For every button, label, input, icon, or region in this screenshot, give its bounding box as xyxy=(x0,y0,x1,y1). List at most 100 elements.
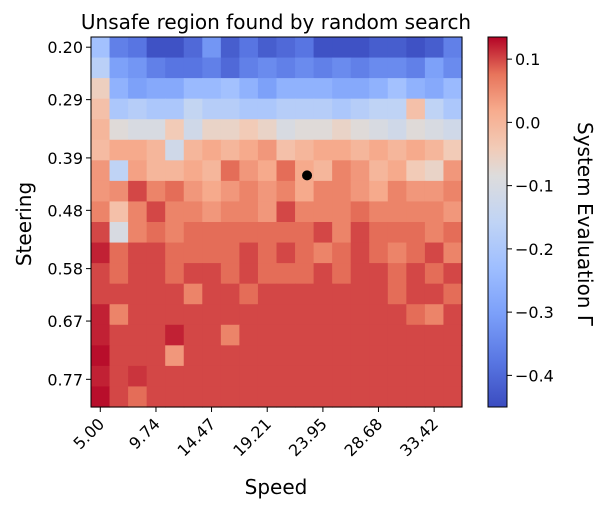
heatmap-cell xyxy=(313,98,333,120)
heatmap-cell xyxy=(350,78,370,100)
heatmap-cell xyxy=(183,139,203,161)
heatmap-cell xyxy=(295,78,315,100)
heatmap-cell xyxy=(332,201,352,223)
heatmap-cell xyxy=(220,37,240,59)
heatmap-cell xyxy=(313,180,333,203)
heatmap-cell xyxy=(183,37,203,59)
heatmap-cell xyxy=(387,283,407,305)
heatmap-cell xyxy=(91,345,111,367)
heatmap-cell xyxy=(220,283,240,305)
heatmap-cell xyxy=(146,119,166,141)
heatmap-cell xyxy=(183,78,203,100)
heatmap-cell xyxy=(257,57,278,79)
heatmap-cell xyxy=(313,78,333,100)
heatmap-cell xyxy=(295,304,315,326)
heatmap-cell xyxy=(239,119,259,141)
heatmap-cell xyxy=(239,222,259,244)
heatmap-cell xyxy=(406,78,426,100)
heatmap-cell xyxy=(295,201,315,223)
heatmap-cell xyxy=(350,365,370,388)
heatmap-cell xyxy=(146,78,166,100)
heatmap-cell xyxy=(443,119,463,141)
heatmap-cell xyxy=(183,119,203,141)
colorbar-ticks: 0.1 0.0 −0.1 −0.2 −0.3 −0.4 xyxy=(507,50,554,385)
heatmap-cell xyxy=(128,242,148,264)
heatmap-cell xyxy=(443,78,463,100)
heatmap-cell xyxy=(276,98,296,120)
heatmap-cell xyxy=(295,365,315,388)
heatmap-cell xyxy=(109,365,129,388)
heatmap-cell xyxy=(128,180,148,203)
heatmap-cell xyxy=(109,263,129,285)
heatmap-cell xyxy=(387,222,407,244)
heatmap-cell xyxy=(387,180,407,203)
heatmap-cell xyxy=(239,365,259,388)
x-tick-label: 14.47 xyxy=(174,414,220,460)
heatmap-cell xyxy=(313,386,333,408)
heatmap-cell xyxy=(350,119,370,141)
heatmap-cell xyxy=(109,222,129,244)
heatmap-cell xyxy=(202,242,222,264)
heatmap-cell xyxy=(313,304,333,326)
heatmap-cell xyxy=(220,180,240,203)
heatmap-cell xyxy=(220,78,240,100)
heatmap-cell xyxy=(220,304,240,326)
heatmap-cell xyxy=(109,324,129,346)
heatmap-cell xyxy=(165,201,185,223)
heatmap-cell xyxy=(183,201,203,223)
heatmap-cell xyxy=(276,57,296,79)
heatmap-cell xyxy=(91,98,111,120)
heatmap-cell xyxy=(165,180,185,203)
heatmap-cell xyxy=(239,324,259,346)
heatmap-cell xyxy=(165,263,185,285)
heatmap-cell xyxy=(146,283,166,305)
heatmap-cell xyxy=(128,386,148,408)
heatmap-cell xyxy=(146,139,166,161)
heatmap-cell xyxy=(128,222,148,244)
heatmap-cell xyxy=(165,283,185,305)
heatmap-cell xyxy=(257,304,278,326)
heatmap-cell xyxy=(332,386,352,408)
heatmap-cell xyxy=(91,304,111,326)
heatmap-cell xyxy=(350,263,370,285)
heatmap-cell xyxy=(406,263,426,285)
heatmap-cell xyxy=(165,222,185,244)
heatmap-cell xyxy=(350,242,370,264)
heatmap-cell xyxy=(313,37,333,59)
heatmap-cell xyxy=(443,324,463,346)
heatmap-cell xyxy=(313,365,333,388)
heatmap-cell xyxy=(443,345,463,367)
heatmap-cell xyxy=(295,119,315,141)
heatmap-cell xyxy=(369,98,389,120)
heatmap-cell xyxy=(443,365,463,388)
heatmap-cell xyxy=(369,139,389,161)
heatmap-cell xyxy=(128,345,148,367)
heatmap-cell xyxy=(257,345,278,367)
heatmap-cell xyxy=(276,365,296,388)
heatmap-cell xyxy=(295,263,315,285)
heatmap-cell xyxy=(109,119,129,141)
heatmap-cell xyxy=(276,139,296,161)
heatmap-cell xyxy=(257,201,278,223)
heatmap-cell xyxy=(295,242,315,264)
heatmap-cell xyxy=(443,98,463,120)
heatmap-cell xyxy=(239,160,259,182)
heatmap-cell xyxy=(220,365,240,388)
heatmap-cell xyxy=(295,345,315,367)
colorbar-tick-label: −0.2 xyxy=(515,240,554,259)
heatmap-cell xyxy=(165,57,185,79)
heatmap-cell xyxy=(183,324,203,346)
heatmap-cell xyxy=(220,386,240,408)
heatmap-cell xyxy=(128,201,148,223)
heatmap-cell xyxy=(406,201,426,223)
heatmap-cell xyxy=(369,119,389,141)
heatmap-cell xyxy=(406,139,426,161)
heatmap-cell xyxy=(295,324,315,346)
y-tick-label: 0.58 xyxy=(47,260,83,279)
heatmap-cell xyxy=(350,180,370,203)
heatmap-cell xyxy=(424,386,445,408)
heatmap-cell xyxy=(165,304,185,326)
heatmap-cell xyxy=(424,180,445,203)
heatmap-cell xyxy=(424,324,445,346)
heatmap-cell xyxy=(443,201,463,223)
